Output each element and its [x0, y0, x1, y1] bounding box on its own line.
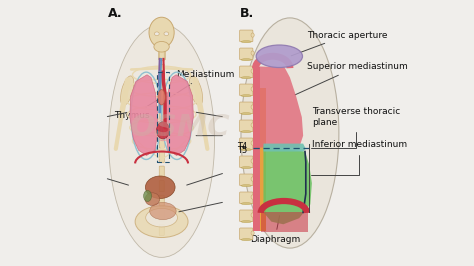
Ellipse shape — [251, 69, 254, 73]
FancyBboxPatch shape — [261, 212, 308, 232]
FancyBboxPatch shape — [158, 49, 165, 59]
Ellipse shape — [251, 195, 254, 199]
Ellipse shape — [251, 51, 254, 55]
Ellipse shape — [156, 122, 169, 139]
Ellipse shape — [241, 149, 251, 151]
Ellipse shape — [158, 90, 165, 105]
Polygon shape — [130, 75, 158, 156]
Ellipse shape — [154, 41, 169, 52]
Polygon shape — [264, 146, 312, 224]
Ellipse shape — [251, 87, 254, 91]
FancyBboxPatch shape — [240, 138, 253, 150]
Ellipse shape — [241, 239, 251, 241]
Text: Mediastinum: Mediastinum — [171, 70, 235, 97]
Ellipse shape — [241, 203, 251, 205]
Ellipse shape — [155, 32, 159, 36]
FancyBboxPatch shape — [159, 79, 164, 90]
Ellipse shape — [109, 24, 215, 257]
Text: OSMC: OSMC — [130, 113, 230, 142]
FancyBboxPatch shape — [159, 210, 164, 221]
FancyBboxPatch shape — [159, 181, 164, 192]
FancyBboxPatch shape — [159, 137, 164, 148]
Ellipse shape — [251, 141, 254, 145]
Ellipse shape — [241, 77, 251, 79]
Ellipse shape — [251, 105, 254, 109]
FancyBboxPatch shape — [240, 66, 253, 78]
FancyBboxPatch shape — [159, 122, 164, 134]
FancyBboxPatch shape — [159, 152, 164, 163]
FancyBboxPatch shape — [240, 192, 253, 204]
FancyBboxPatch shape — [260, 88, 266, 231]
Ellipse shape — [120, 76, 134, 105]
FancyBboxPatch shape — [240, 120, 253, 132]
FancyBboxPatch shape — [253, 67, 260, 231]
FancyBboxPatch shape — [240, 228, 253, 240]
FancyBboxPatch shape — [159, 93, 164, 105]
Polygon shape — [255, 66, 303, 148]
Ellipse shape — [146, 209, 177, 227]
Text: T4: T4 — [237, 142, 247, 151]
Text: Thoracic aperture: Thoracic aperture — [291, 31, 387, 56]
FancyBboxPatch shape — [240, 210, 253, 222]
FancyBboxPatch shape — [159, 50, 164, 61]
FancyBboxPatch shape — [159, 224, 164, 235]
Ellipse shape — [251, 123, 254, 127]
Ellipse shape — [241, 41, 251, 43]
Text: Superior mediastinum: Superior mediastinum — [295, 62, 407, 95]
Text: A.: A. — [108, 7, 122, 20]
Text: Thymus: Thymus — [114, 99, 159, 120]
FancyBboxPatch shape — [159, 64, 164, 75]
Ellipse shape — [149, 17, 174, 48]
FancyBboxPatch shape — [159, 195, 164, 206]
Ellipse shape — [241, 167, 251, 169]
FancyBboxPatch shape — [240, 102, 253, 114]
Ellipse shape — [241, 131, 251, 133]
Text: T5: T5 — [237, 147, 247, 156]
Ellipse shape — [150, 202, 176, 220]
Text: Inferior mediastinum: Inferior mediastinum — [311, 140, 407, 175]
Ellipse shape — [241, 18, 339, 248]
Ellipse shape — [251, 213, 254, 217]
Ellipse shape — [241, 113, 251, 115]
Ellipse shape — [145, 193, 160, 206]
Text: B.: B. — [240, 7, 254, 20]
FancyBboxPatch shape — [159, 166, 164, 177]
Polygon shape — [165, 75, 193, 156]
Ellipse shape — [241, 185, 251, 187]
FancyBboxPatch shape — [240, 156, 253, 168]
Ellipse shape — [251, 177, 254, 181]
Ellipse shape — [241, 221, 251, 223]
Ellipse shape — [251, 231, 254, 235]
Ellipse shape — [251, 159, 254, 163]
Polygon shape — [264, 144, 306, 152]
Ellipse shape — [135, 206, 188, 238]
Ellipse shape — [241, 59, 251, 61]
Text: Transverse thoracic
plane: Transverse thoracic plane — [311, 107, 400, 148]
Ellipse shape — [251, 33, 254, 37]
Ellipse shape — [241, 95, 251, 97]
FancyBboxPatch shape — [240, 84, 253, 96]
Ellipse shape — [146, 176, 175, 198]
Ellipse shape — [189, 76, 203, 105]
Text: Diaphragm: Diaphragm — [250, 216, 300, 244]
FancyBboxPatch shape — [240, 48, 253, 60]
Ellipse shape — [144, 190, 152, 202]
Ellipse shape — [256, 45, 302, 68]
FancyBboxPatch shape — [240, 30, 253, 42]
FancyBboxPatch shape — [240, 174, 253, 186]
FancyBboxPatch shape — [159, 108, 164, 119]
Ellipse shape — [164, 32, 169, 36]
